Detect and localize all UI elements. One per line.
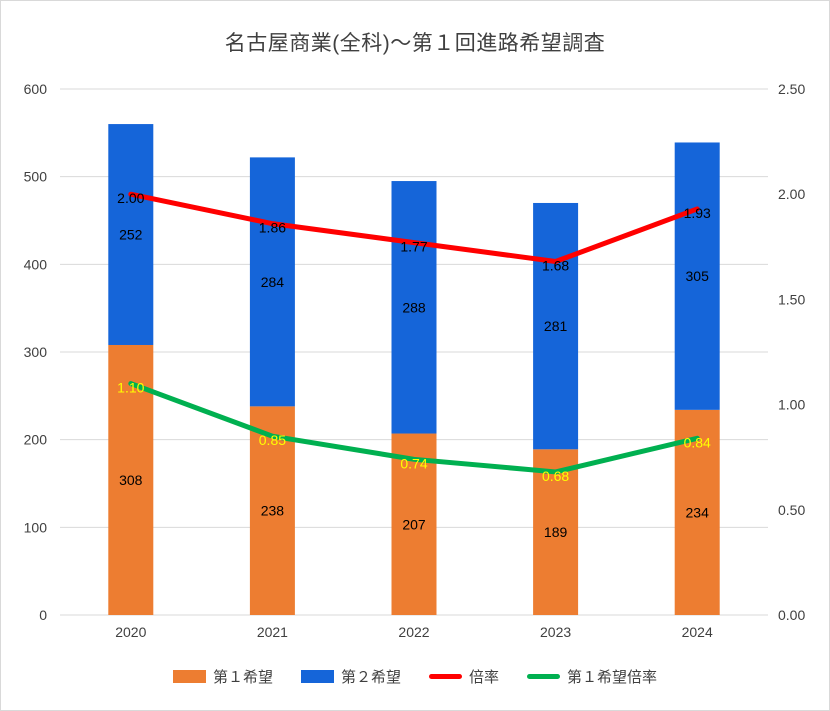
left-axis-tick: 100: [24, 519, 48, 535]
bar-segment-0-2023: [533, 449, 579, 615]
legend-swatch: [172, 670, 206, 683]
left-axis-tick: 400: [24, 256, 48, 272]
legend-item: 第１希望: [172, 666, 273, 687]
bar-segment-1-2021: [249, 157, 295, 407]
line-data-label: 2.00: [117, 190, 144, 206]
right-axis-tick: 1.50: [778, 291, 805, 307]
bar-data-label: 305: [686, 268, 710, 284]
bar-data-label: 288: [402, 299, 426, 315]
right-axis-tick: 0.00: [778, 607, 805, 623]
bar-data-label: 252: [119, 227, 143, 243]
left-axis-tick: 500: [24, 169, 48, 185]
line-data-label: 0.68: [542, 468, 569, 484]
chart-legend: 第１希望 第２希望 倍率 第１希望倍率: [1, 666, 829, 687]
bar-segment-1-2024: [674, 142, 720, 410]
line-data-label: 0.85: [259, 432, 286, 448]
bar-segment-1-2020: [108, 124, 154, 345]
bar-data-label: 234: [686, 504, 710, 520]
left-axis-tick: 600: [24, 81, 48, 97]
bar-data-label: 238: [261, 503, 285, 519]
x-axis-label: 2020: [115, 624, 146, 640]
bar-segment-1-2023: [533, 202, 579, 450]
legend-item: 倍率: [429, 666, 499, 687]
x-axis-label: 2021: [257, 624, 288, 640]
line-data-label: 1.77: [400, 239, 427, 255]
line-series-1: [128, 381, 700, 475]
legend-item: 第１希望倍率: [527, 666, 657, 687]
right-axis-tick: 0.50: [778, 502, 805, 518]
line-data-label: 0.84: [684, 434, 711, 450]
legend-label: 倍率: [469, 669, 500, 686]
line-data-label: 1.68: [542, 258, 569, 274]
line-data-label: 0.74: [400, 455, 427, 471]
right-axis-tick: 2.50: [778, 81, 805, 97]
bar-data-label: 189: [544, 524, 568, 540]
x-axis-label: 2022: [398, 624, 429, 640]
legend-label: 第１希望: [212, 669, 273, 686]
legend-swatch: [429, 674, 462, 679]
legend-label: 第１希望倍率: [567, 669, 658, 686]
bar-segment-0-2022: [391, 433, 437, 615]
legend-label: 第２希望: [340, 669, 401, 686]
right-axis-tick: 2.00: [778, 186, 805, 202]
bar-data-label: 308: [119, 472, 143, 488]
x-axis-label: 2024: [682, 624, 713, 640]
x-axis-label: 2023: [540, 624, 571, 640]
left-axis-tick: 200: [24, 432, 48, 448]
bar-data-label: 207: [402, 516, 426, 532]
left-axis-tick: 300: [24, 344, 48, 360]
left-axis-tick: 0: [39, 607, 47, 623]
chart-title: 名古屋商業(全科)～第１回進路希望調査: [224, 32, 606, 55]
bar-segment-1-2022: [391, 181, 437, 434]
line-series-0: [128, 191, 700, 265]
right-axis-tick: 1.00: [778, 397, 805, 413]
line-data-label: 1.93: [684, 205, 711, 221]
bar-data-label: 281: [544, 318, 568, 334]
legend-swatch: [300, 670, 334, 683]
line-data-label: 1.10: [117, 380, 144, 396]
line-data-label: 1.86: [259, 220, 286, 236]
bar-data-label: 284: [261, 274, 285, 290]
legend-item: 第２希望: [300, 666, 401, 687]
legend-swatch: [527, 674, 561, 679]
